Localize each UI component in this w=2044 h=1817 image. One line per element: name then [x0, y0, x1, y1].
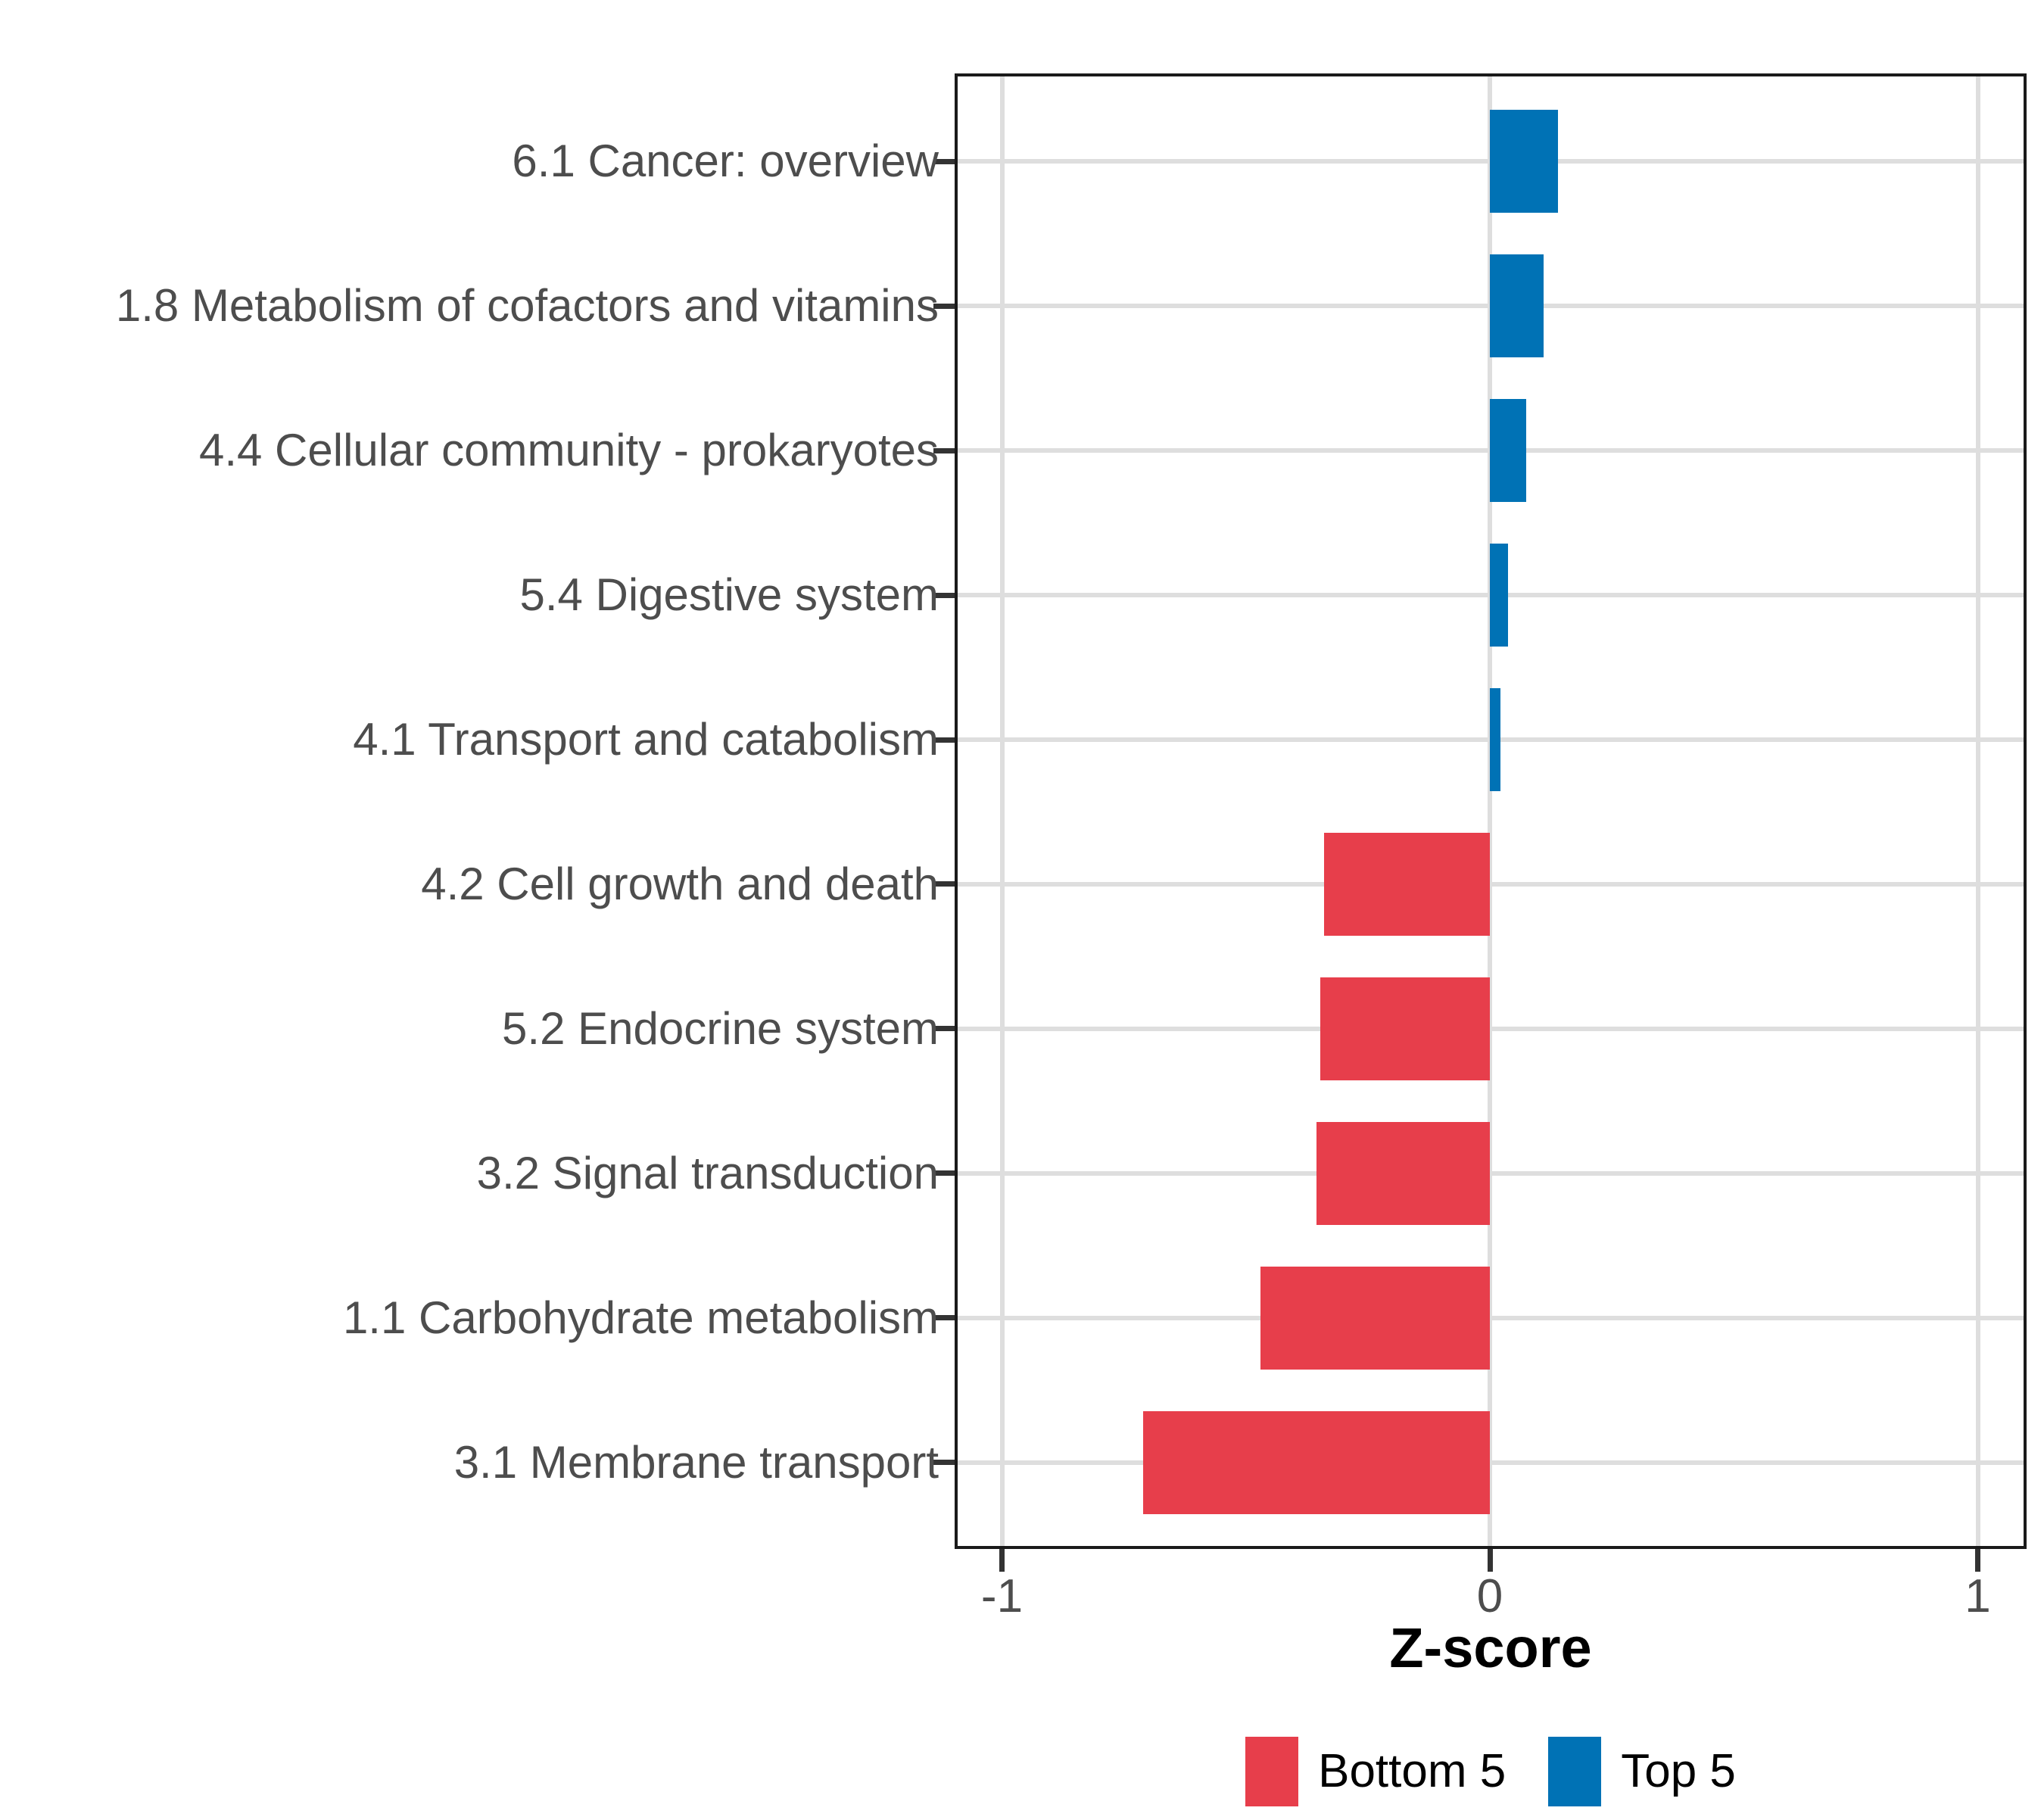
x-gridline	[999, 73, 1005, 1549]
y-tick	[933, 737, 955, 743]
category-label: 4.2 Cell growth and death	[421, 858, 939, 909]
bar	[1320, 977, 1490, 1080]
bar	[1490, 399, 1527, 503]
bar	[1260, 1266, 1490, 1370]
category-label: 3.2 Signal transduction	[476, 1147, 939, 1198]
category-label: 4.1 Transport and catabolism	[353, 714, 939, 765]
y-tick	[933, 303, 955, 309]
x-tick-label: 0	[1476, 1570, 1503, 1622]
y-gridline	[955, 1170, 2027, 1176]
bar	[1316, 1121, 1490, 1225]
y-tick	[933, 158, 955, 164]
y-gridline	[955, 1460, 2027, 1465]
y-tick	[933, 1026, 955, 1032]
bar	[1490, 544, 1508, 647]
y-tick	[933, 447, 955, 453]
plot-panel	[955, 73, 2027, 1549]
legend-item-bottom5: Bottom 5	[1245, 1737, 1506, 1806]
x-tick-label: 1	[1965, 1570, 1991, 1622]
category-label: 3.1 Membrane transport	[453, 1436, 939, 1488]
x-tick	[999, 1549, 1005, 1572]
bar	[1490, 688, 1501, 791]
x-axis-title: Z-score	[1389, 1616, 1592, 1679]
x-tick-label: -1	[980, 1570, 1024, 1622]
category-label: 4.4 Cellular community - prokaryotes	[198, 425, 939, 476]
category-label: 6.1 Cancer: overview	[512, 136, 939, 187]
category-label: 5.2 Endocrine system	[502, 1002, 939, 1054]
x-tick	[1487, 1549, 1493, 1572]
legend-swatch-top5-icon	[1548, 1737, 1602, 1806]
y-tick	[933, 1315, 955, 1321]
bar	[1490, 254, 1544, 358]
legend-swatch-bottom5-icon	[1245, 1737, 1299, 1806]
bar	[1490, 110, 1559, 213]
y-tick	[933, 1170, 955, 1177]
bar	[1323, 832, 1490, 936]
x-gridline	[1488, 73, 1492, 1549]
y-tick	[933, 592, 955, 598]
bar	[1143, 1410, 1490, 1514]
legend-label-top5: Top 5	[1621, 1745, 1736, 1797]
y-gridline	[955, 1026, 2027, 1031]
y-tick	[933, 1460, 955, 1465]
legend: Bottom 5 Top 5	[955, 1730, 2027, 1813]
category-label: 5.4 Digestive system	[519, 569, 939, 621]
category-label: 1.8 Metabolism of cofactors and vitamins	[115, 280, 939, 332]
x-tick	[1975, 1549, 1980, 1572]
y-gridline	[955, 1315, 2027, 1320]
y-tick	[933, 881, 955, 887]
legend-label-bottom5: Bottom 5	[1318, 1745, 1507, 1797]
x-gridline	[1975, 73, 1980, 1549]
legend-item-top5: Top 5	[1548, 1737, 1736, 1806]
category-label: 1.1 Carbohydrate metabolism	[342, 1292, 939, 1343]
y-gridline	[955, 881, 2027, 887]
